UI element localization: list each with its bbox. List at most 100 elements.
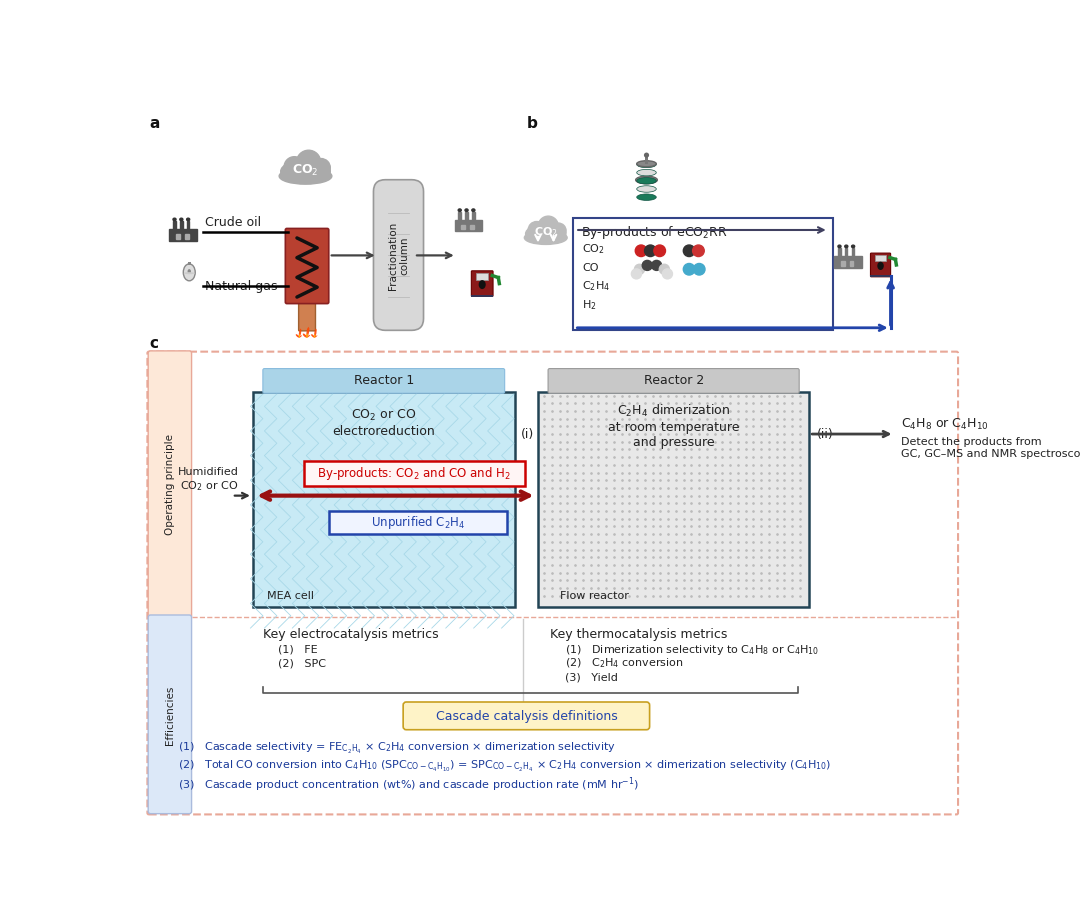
Text: MEA cell: MEA cell: [267, 591, 314, 601]
Bar: [180, 221, 183, 229]
Circle shape: [297, 150, 321, 174]
Bar: [470, 225, 474, 230]
Ellipse shape: [637, 161, 657, 168]
Ellipse shape: [637, 178, 657, 184]
Ellipse shape: [478, 280, 486, 290]
Bar: [852, 248, 854, 255]
Text: C$_2$H$_4$: C$_2$H$_4$: [582, 279, 610, 293]
Circle shape: [684, 245, 694, 256]
Bar: [538, 392, 809, 608]
Bar: [838, 248, 840, 255]
Ellipse shape: [279, 168, 332, 184]
Circle shape: [643, 260, 652, 270]
FancyBboxPatch shape: [147, 351, 958, 814]
Circle shape: [651, 260, 662, 270]
FancyBboxPatch shape: [403, 702, 649, 729]
Text: (ii): (ii): [816, 428, 833, 441]
Text: (3)   Cascade product concentration (wt%) and cascade production rate (mM hr$^{-: (3) Cascade product concentration (wt%) …: [177, 775, 638, 795]
FancyBboxPatch shape: [471, 271, 494, 296]
Bar: [572, 219, 833, 330]
Text: CO$_2$ or CO
electroreduction: CO$_2$ or CO electroreduction: [333, 408, 435, 438]
Text: Crude oil: Crude oil: [205, 216, 261, 229]
Text: Key electrocatalysis metrics: Key electrocatalysis metrics: [262, 628, 438, 641]
Ellipse shape: [637, 194, 657, 200]
Circle shape: [528, 221, 545, 239]
Ellipse shape: [637, 160, 657, 167]
Bar: [472, 212, 474, 219]
Bar: [476, 273, 488, 279]
Ellipse shape: [188, 269, 191, 274]
Ellipse shape: [173, 219, 176, 220]
Circle shape: [551, 223, 566, 239]
Bar: [253, 392, 515, 608]
Polygon shape: [296, 328, 302, 337]
Circle shape: [312, 159, 330, 177]
Circle shape: [635, 245, 647, 256]
Text: Flow reactor: Flow reactor: [559, 591, 629, 601]
Bar: [461, 225, 465, 230]
Text: CO: CO: [582, 263, 598, 273]
FancyBboxPatch shape: [148, 351, 191, 618]
Ellipse shape: [184, 272, 194, 274]
Text: C$_4$H$_8$ or C$_4$H$_{10}$: C$_4$H$_8$ or C$_4$H$_{10}$: [901, 418, 988, 432]
Text: a: a: [149, 115, 160, 131]
Circle shape: [634, 265, 645, 274]
Bar: [850, 261, 853, 266]
Text: (3)   Yield: (3) Yield: [565, 672, 618, 682]
Ellipse shape: [472, 209, 475, 211]
Circle shape: [632, 269, 642, 278]
Text: CO$_2$: CO$_2$: [582, 242, 605, 256]
Circle shape: [653, 245, 665, 256]
Circle shape: [645, 245, 657, 256]
Ellipse shape: [877, 262, 883, 270]
Text: c: c: [149, 336, 158, 350]
Polygon shape: [311, 328, 318, 337]
Text: Reactor 2: Reactor 2: [644, 374, 704, 387]
Text: (2)   C$_2$H$_4$ conversion: (2) C$_2$H$_4$ conversion: [565, 656, 684, 670]
Bar: [845, 248, 848, 255]
FancyBboxPatch shape: [148, 615, 191, 813]
Text: GC, GC–MS and NMR spectroscopy: GC, GC–MS and NMR spectroscopy: [901, 449, 1080, 459]
Text: Unpurified C$_2$H$_4$: Unpurified C$_2$H$_4$: [370, 514, 465, 531]
Circle shape: [538, 216, 558, 236]
Text: (2)   Total CO conversion into C$_4$H$_{10}$ (SPC$_{\mathregular{CO-C_4H_{10}}}$: (2) Total CO conversion into C$_4$H$_{10…: [177, 759, 831, 774]
Text: Detect the products from: Detect the products from: [901, 437, 1041, 447]
Text: Reactor 1: Reactor 1: [353, 374, 414, 387]
Ellipse shape: [179, 219, 183, 220]
Ellipse shape: [852, 245, 854, 248]
Ellipse shape: [526, 224, 566, 243]
Text: C$_2$H$_4$ dimerization
at room temperature
and pressure: C$_2$H$_4$ dimerization at room temperat…: [608, 403, 740, 449]
Bar: [303, 461, 525, 486]
Ellipse shape: [187, 219, 190, 220]
Text: Operating principle: Operating principle: [165, 434, 175, 536]
Text: Efficiencies: Efficiencies: [165, 685, 175, 745]
Bar: [328, 511, 507, 534]
Circle shape: [693, 264, 705, 275]
Text: Humidified
CO$_2$ or CO: Humidified CO$_2$ or CO: [178, 467, 239, 493]
FancyBboxPatch shape: [548, 369, 799, 393]
Text: CO$_2$: CO$_2$: [534, 225, 557, 239]
FancyBboxPatch shape: [285, 229, 328, 303]
Text: (2)   SPC: (2) SPC: [279, 658, 326, 668]
Bar: [458, 212, 461, 219]
Bar: [870, 275, 891, 277]
Text: b: b: [526, 115, 537, 131]
Ellipse shape: [637, 170, 657, 176]
FancyBboxPatch shape: [870, 254, 891, 277]
Circle shape: [692, 245, 704, 256]
FancyBboxPatch shape: [374, 180, 423, 330]
Bar: [176, 234, 180, 239]
Polygon shape: [307, 334, 308, 337]
Bar: [465, 212, 468, 219]
Text: (1)   Cascade selectivity = FE$_{\mathregular{C_2H_4}}$ $\times$ C$_2$H$_4$ conv: (1) Cascade selectivity = FE$_{\mathregu…: [177, 740, 616, 756]
Text: H$_2$: H$_2$: [582, 298, 597, 312]
Bar: [841, 261, 845, 266]
Bar: [188, 262, 190, 265]
Ellipse shape: [465, 209, 468, 211]
Bar: [170, 229, 197, 241]
Ellipse shape: [845, 245, 848, 248]
Bar: [187, 221, 189, 229]
Text: By-products: CO$_2$ and CO and H$_2$: By-products: CO$_2$ and CO and H$_2$: [318, 465, 511, 482]
Ellipse shape: [281, 160, 330, 183]
Text: Cascade catalysis definitions: Cascade catalysis definitions: [435, 710, 618, 723]
